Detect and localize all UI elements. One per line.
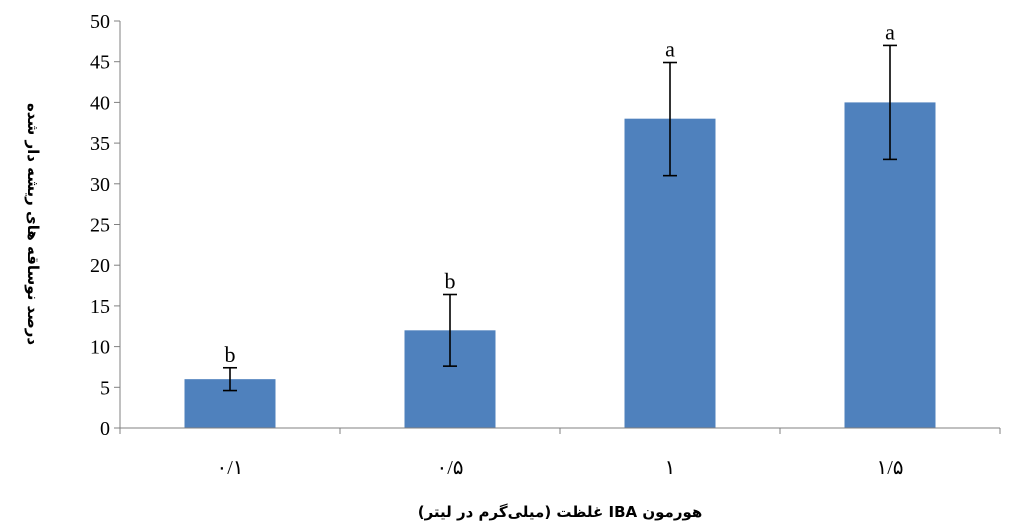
x-axis-title: هورمون IBA غلظت (میلی‌گرم در لیتر) — [418, 503, 703, 521]
y-tick-label: 0 — [100, 418, 110, 440]
y-tick-label: 5 — [100, 377, 110, 399]
y-tick-label: 40 — [90, 92, 110, 114]
x-category-label: ٠/۵ — [436, 457, 463, 479]
y-tick-label: 30 — [90, 174, 110, 196]
y-tick-label: 15 — [90, 296, 110, 318]
y-tick-label: 20 — [90, 255, 110, 277]
significance-labels: b b a a — [225, 19, 896, 366]
y-tick-label: 50 — [90, 11, 110, 33]
y-axis-title: درصد نوساقه های ریشه دار شده — [24, 103, 42, 345]
significance-label: a — [665, 37, 675, 62]
y-tick-label: 45 — [90, 52, 110, 74]
y-axis-ticks: 0 5 10 15 20 25 30 35 40 45 50 — [90, 11, 120, 440]
x-category-label: ١ — [665, 457, 676, 479]
significance-label: a — [885, 19, 895, 44]
bars — [184, 102, 936, 429]
x-category-label: ٠/١ — [216, 457, 243, 479]
significance-label: b — [445, 269, 456, 294]
x-axis-ticks: ٠/١ ٠/۵ ١ ١/۵ — [119, 428, 1001, 479]
y-tick-label: 35 — [90, 133, 110, 155]
significance-label: b — [225, 342, 236, 367]
y-tick-label: 10 — [90, 337, 110, 359]
y-tick-label: 25 — [90, 215, 110, 237]
x-category-label: ١/۵ — [876, 457, 903, 479]
error-bars — [223, 44, 897, 392]
